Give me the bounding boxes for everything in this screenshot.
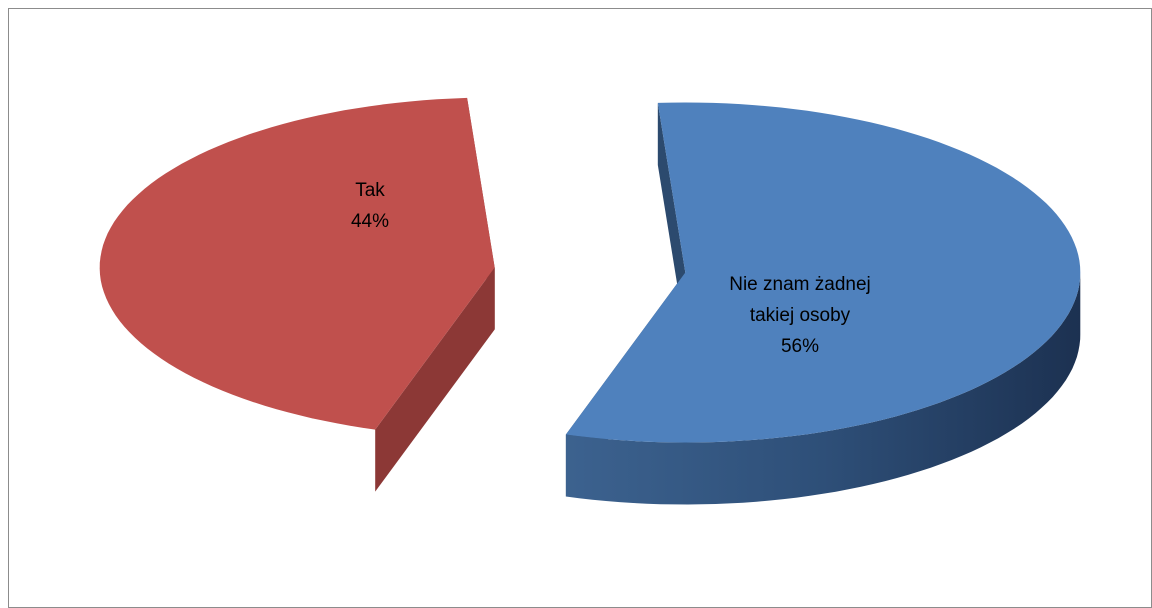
pie-slice-top (99, 97, 495, 430)
pie-slice-side-wall (565, 272, 1081, 505)
slice-category-label: Nie znam żadnej (729, 274, 871, 295)
pie-slice-nie-znam (565, 102, 1081, 505)
pie-slice-top (565, 102, 1081, 443)
pie-slice-cut-face (375, 267, 495, 492)
pie-slice-cut-face (657, 102, 686, 335)
pie-slice-tak (99, 97, 495, 492)
slice-percent-label: 44% (351, 211, 389, 232)
slice-category-label: Tak (355, 180, 385, 201)
pie-chart: Tak 44% Nie znam żadnej takiej osoby 56% (99, 97, 1081, 505)
slice-percent-label: 56% (781, 336, 819, 357)
slice-category-label: takiej osoby (750, 305, 851, 326)
